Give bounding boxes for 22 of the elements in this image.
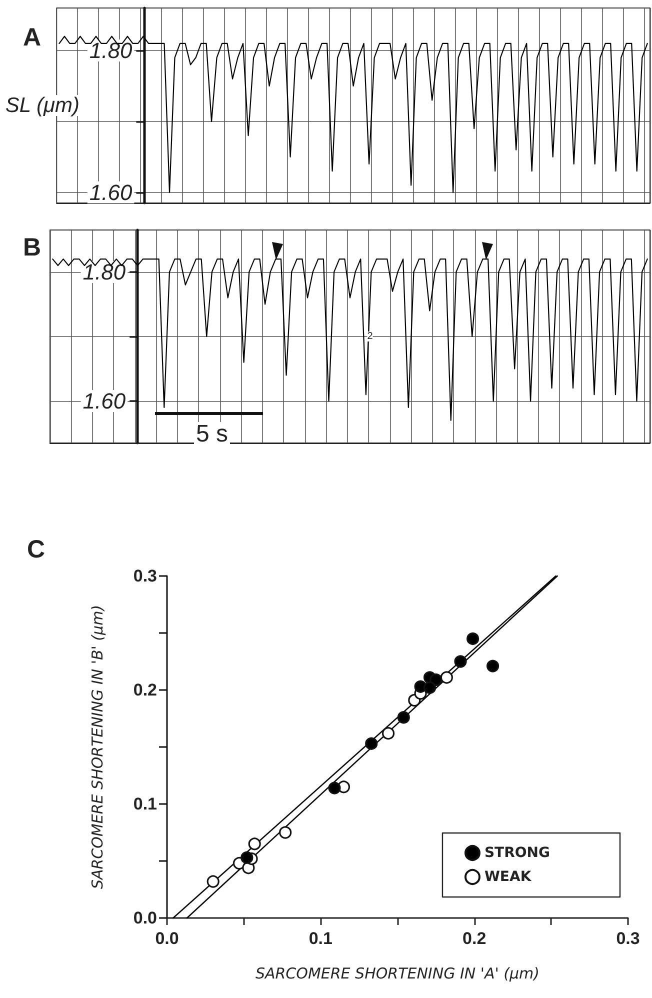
legend-label: STRONG: [484, 845, 550, 861]
text: A: [23, 24, 42, 52]
y-tick-label: 1.80: [89, 38, 133, 64]
y-tick-label: 1.60: [82, 388, 126, 414]
legend-label: WEAK: [484, 869, 532, 885]
x-tick-label: 0.0: [155, 929, 179, 948]
y-axis-title: SARCOMERE SHORTENING IN 'B' (μm): [88, 604, 106, 890]
y-tick-label: 0.3: [133, 566, 157, 586]
annotation: 5 s: [196, 420, 228, 448]
x-tick-label: 0.1: [308, 929, 332, 948]
y-tick-label: 1.60: [89, 180, 133, 205]
x-tick-label: 0.3: [616, 929, 640, 948]
y-tick-label: 0.1: [133, 794, 157, 814]
chart-title: C: [27, 536, 46, 564]
y-tick-label: 1.80: [82, 259, 126, 284]
chart-title: B: [23, 234, 42, 262]
y-tick-label: 0.2: [133, 680, 157, 700]
x-axis-title: SARCOMERE SHORTENING IN 'A' (μm): [255, 964, 540, 982]
y-tick-label: 0.0: [133, 908, 157, 928]
x-tick-label: 0.2: [462, 929, 486, 948]
y-axis-title: SL (μm): [5, 94, 80, 117]
annotation: 2: [367, 331, 374, 342]
